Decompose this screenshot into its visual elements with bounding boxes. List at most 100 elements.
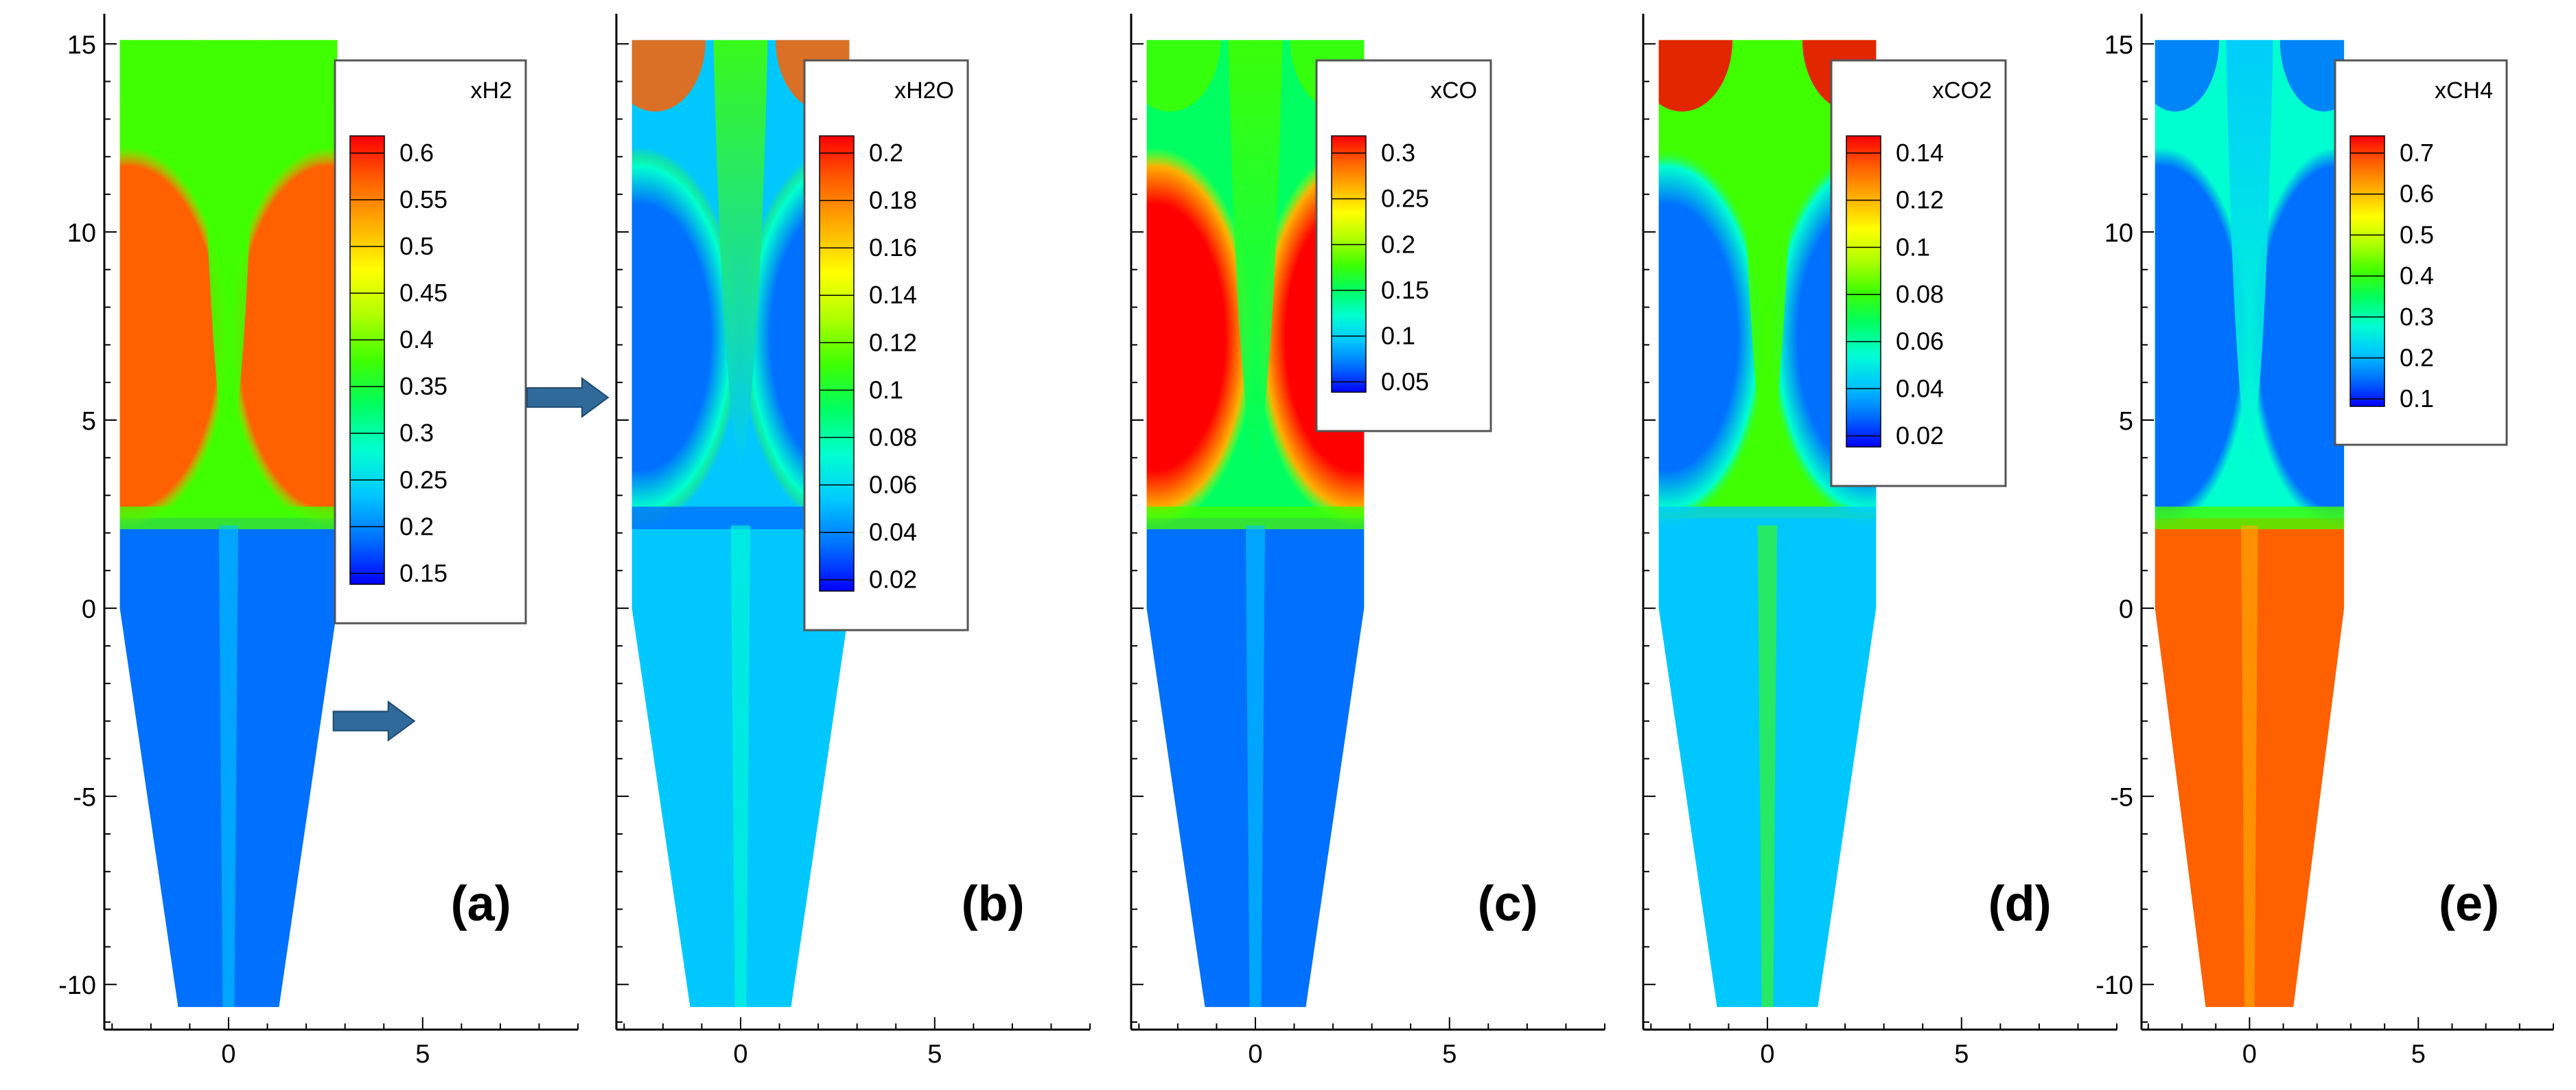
- lower-plume: [1245, 525, 1266, 1008]
- y-tick-label: 10: [2104, 219, 2133, 248]
- legend: xCO2 0.14 0.12 0.1 0.08 0.06 0.04 0.02: [1830, 59, 2007, 487]
- top-left-region: [2155, 40, 2220, 112]
- panel-label: (a): [451, 877, 511, 931]
- y-tick-label: 15: [2104, 31, 2133, 60]
- legend-level-label: 0.1: [869, 375, 903, 404]
- legend-level-label: 0.04: [1896, 374, 1944, 402]
- legend-level-label: 0.14: [1896, 139, 1944, 167]
- lobe-left: [2155, 147, 2250, 528]
- central-jet: [201, 40, 256, 473]
- x-tick-label: 0: [221, 1040, 235, 1069]
- legend: xCO 0.3 0.25 0.2 0.15 0.1 0.05: [1315, 59, 1492, 432]
- top-right-region: [775, 40, 850, 112]
- top-left-region: [119, 40, 194, 112]
- legend-level-label: 0.7: [2400, 139, 2434, 167]
- top-right-region: [263, 40, 338, 112]
- legend-level-label: 0.06: [1896, 327, 1944, 356]
- y-tick-label: -5: [2110, 783, 2133, 812]
- y-tick-label: 0: [2119, 595, 2133, 624]
- y-tick-label: 5: [82, 407, 96, 436]
- legend-level-label: 0.14: [869, 281, 917, 309]
- legend-level-label: 0.02: [869, 566, 917, 594]
- lower-plume: [730, 525, 751, 1008]
- legend: xH2O 0.2 0.18 0.16 0.14 0.12 0.1 0.08 0.06 0.04 0.…: [803, 59, 969, 631]
- lobe-left: [1658, 147, 1767, 528]
- panel-label: (b): [962, 877, 1025, 931]
- y-tick-label: -10: [58, 971, 96, 1000]
- legend-level-label: 0.3: [1381, 139, 1415, 167]
- central-jet: [1740, 40, 1795, 473]
- legend-level-label: 0.05: [1381, 367, 1429, 395]
- legend-level-label: 0.6: [399, 139, 434, 167]
- x-tick-label: 0: [1248, 1040, 1262, 1069]
- x-tick-label: 5: [927, 1040, 942, 1069]
- y-tick-label: -5: [73, 783, 96, 812]
- legend-level-label: 0.25: [1381, 185, 1429, 213]
- legend-colorbar: [1331, 135, 1367, 393]
- panel-xCO: 0 5 xCO 0.3 0.25 0.2 0.15 0.1 0.05 (c): [1130, 14, 1605, 1069]
- panel-xCH4: 15 10 5 0 -5 -10 0 5 xCH4 0.7 0.6 0.5 0.4 0.3 0.2 0.1 (e…: [2096, 14, 2554, 1069]
- legend-level-label: 0.1: [1381, 322, 1415, 350]
- legend-level-label: 0.5: [2400, 220, 2434, 248]
- legend-level-label: 0.15: [1381, 276, 1429, 304]
- panel-label: (d): [1988, 877, 2052, 931]
- legend-colorbar: [1846, 135, 1881, 448]
- top-left-region: [631, 40, 706, 112]
- legend-title: xCO2: [1932, 78, 1992, 104]
- legend-colorbar: [2349, 135, 2385, 407]
- lobe-left: [1146, 147, 1255, 528]
- lobe-left: [631, 147, 741, 528]
- x-tick-label: 5: [415, 1040, 430, 1069]
- legend-level-label: 0.2: [399, 512, 434, 540]
- legend-level-label: 0.55: [399, 185, 448, 213]
- central-jet: [2225, 40, 2273, 473]
- legend-level-label: 0.08: [869, 423, 917, 451]
- y-tick-label: 5: [2119, 407, 2133, 436]
- central-jet: [1228, 40, 1283, 473]
- legend-level-label: 0.2: [1381, 230, 1415, 258]
- lower-plume: [2241, 525, 2258, 1008]
- x-tick-label: 5: [1442, 1040, 1457, 1069]
- legend-title: xH2: [471, 78, 512, 104]
- legend-colorbar: [349, 135, 385, 585]
- x-tick-label: 0: [2242, 1040, 2257, 1069]
- legend-level-label: 0.3: [399, 419, 434, 447]
- legend-title: xCO: [1430, 78, 1477, 104]
- panel-label: (e): [2439, 877, 2499, 931]
- y-tick-label: 15: [67, 31, 96, 60]
- legend-level-label: 0.2: [2400, 344, 2434, 372]
- legend-level-label: 0.1: [2400, 384, 2434, 413]
- lobe-right: [228, 147, 338, 528]
- legend-level-label: 0.15: [399, 559, 448, 587]
- lobe-left: [119, 147, 229, 528]
- legend-colorbar: [819, 135, 855, 592]
- legend-level-label: 0.18: [869, 186, 917, 214]
- legend-level-label: 0.3: [2400, 303, 2434, 331]
- legend-level-label: 0.04: [869, 518, 917, 546]
- legend-level-label: 0.1: [1896, 233, 1930, 261]
- y-tick-label: 10: [67, 219, 96, 248]
- x-tick-label: 5: [1954, 1040, 1969, 1069]
- legend-level-label: 0.5: [399, 232, 434, 260]
- top-left-region: [1146, 40, 1221, 112]
- legend-title: xCH4: [2435, 78, 2493, 104]
- legend-level-label: 0.12: [1896, 186, 1944, 214]
- legend-level-label: 0.35: [399, 372, 448, 400]
- top-right-region: [1802, 40, 1877, 112]
- flow-arrow: [332, 700, 416, 742]
- legend-level-label: 0.25: [399, 465, 448, 494]
- contour-field: [119, 40, 338, 1008]
- central-jet: [713, 40, 768, 473]
- legend-level-label: 0.08: [1896, 280, 1944, 308]
- y-tick-label: -10: [2096, 971, 2133, 1000]
- legend-level-label: 0.12: [869, 328, 917, 356]
- legend-level-label: 0.2: [869, 139, 903, 167]
- x-tick-label: 0: [1760, 1040, 1774, 1069]
- legend-level-label: 0.4: [399, 325, 434, 353]
- panel-xCO2: 0 5 xCO2 0.14 0.12 0.1 0.08 0.06 0.04 0.02 (d): [1642, 14, 2117, 1069]
- x-tick-label: 5: [2411, 1040, 2426, 1069]
- x-tick-label: 0: [733, 1040, 747, 1069]
- panel-xH2O: 0 5 xH2O 0.2 0.18 0.16 0.14 0.12 0.1 0.08 0.06 0.04…: [526, 14, 1091, 1069]
- legend-level-label: 0.02: [1896, 421, 1944, 450]
